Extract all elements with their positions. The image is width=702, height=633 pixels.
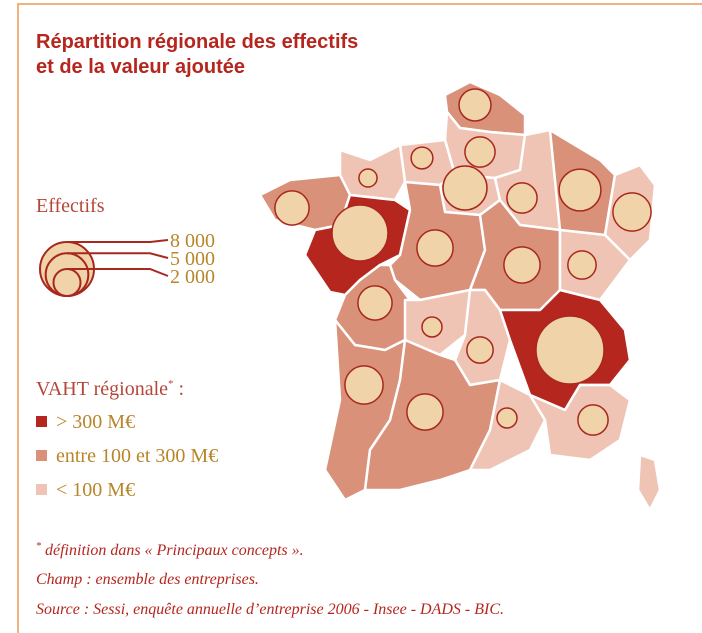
note-text: définition dans « Principaux concepts ». [41,542,304,559]
region-circle [421,316,443,338]
region-circle [410,146,434,170]
region-circle [331,204,389,262]
region-circle [558,168,602,212]
note: Champ : ensemble des entreprises. [36,571,259,588]
class-label: entre 100 et 300 M€ [56,445,218,467]
title-suffix: : [174,378,185,400]
region-circle [416,229,454,267]
leader-line [67,252,169,259]
size-legend-label: 8 000 [170,230,215,252]
class-swatch [36,416,47,427]
region-circle [442,165,488,211]
region-circle [357,285,393,321]
region-circle [274,190,310,226]
note: * définition dans « Principaux concepts … [36,541,304,559]
region-circle [535,315,605,385]
note-mark: * [36,541,41,552]
title-text: VAHT régionale [36,378,168,400]
region-circle [612,192,652,232]
region-circle [577,404,609,436]
class-legend-title: VAHT régionale* : [36,378,184,400]
region-circle [464,136,496,168]
region [636,453,662,512]
title-mark: * [168,378,174,390]
leader-line [67,268,169,277]
frame [17,3,702,633]
note: Source : Sessi, enquête annuelle d’entre… [36,601,504,618]
class-swatch [36,484,47,495]
region-circle [344,365,384,405]
title-line: Répartition régionale des effectifs [36,31,358,53]
region-circle [567,250,597,280]
class-swatch [36,450,47,461]
class-label: < 100 M€ [56,479,135,501]
region-circle [496,407,518,429]
region-circle [358,168,378,188]
map [258,80,662,512]
size-legend-label: 5 000 [170,248,215,270]
region-circle [466,336,494,364]
class-label: > 300 M€ [56,411,135,433]
leader-line [67,239,169,243]
title-line: et de la valeur ajoutée [36,56,245,78]
size-legend-circle [52,268,82,297]
size-legend-title: Effectifs [36,195,105,217]
size-legend-label: 2 000 [170,266,215,288]
region-circle [406,393,444,431]
region-circle [458,88,492,122]
region-circle [503,246,541,284]
region-circle [506,182,538,214]
